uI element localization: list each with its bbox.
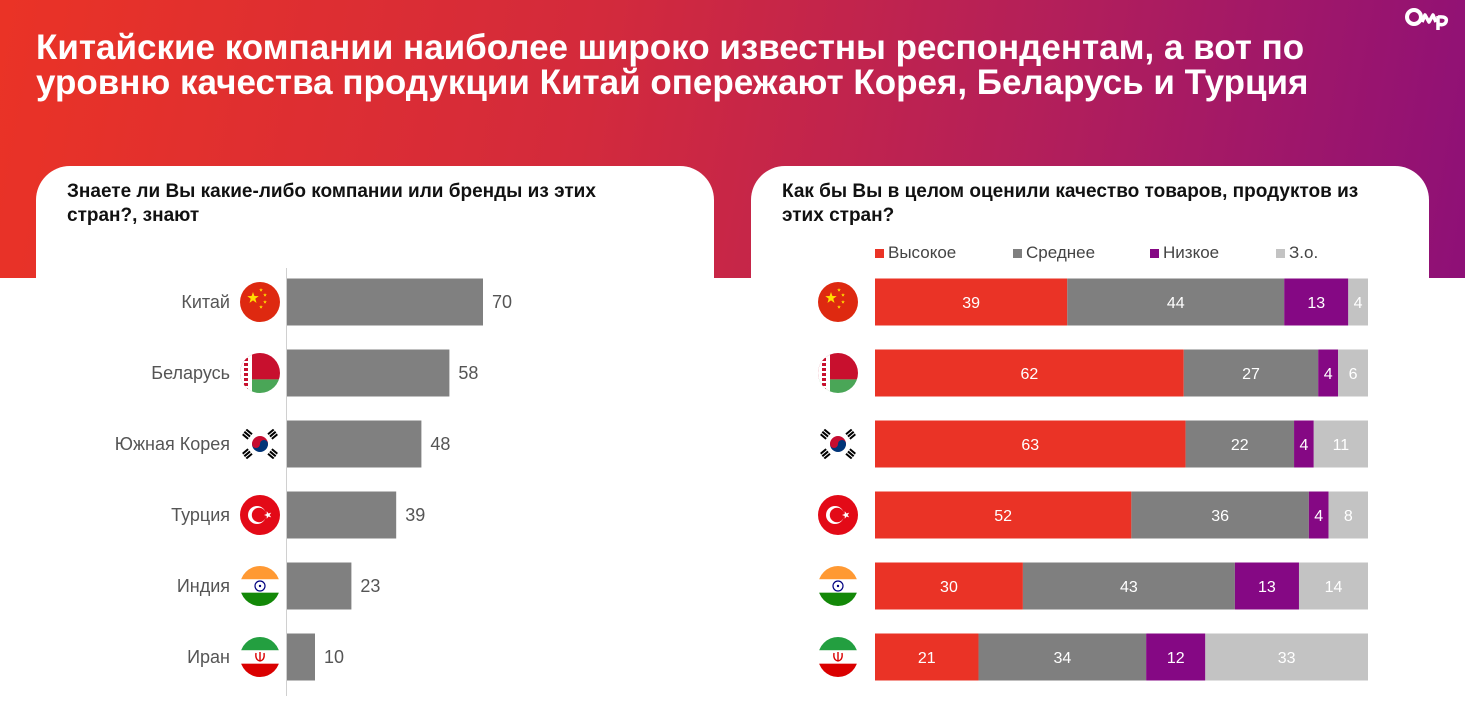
data-label: 36 [1211, 508, 1229, 525]
bar-segment-high [875, 562, 1023, 610]
category-label: Китай [181, 292, 230, 312]
iran-flag-icon [818, 637, 858, 677]
data-label: 63 [1021, 437, 1039, 454]
data-label: 30 [940, 579, 958, 596]
data-label: 52 [994, 508, 1012, 525]
bar-segment-dk [1313, 420, 1368, 468]
bar-segment-medium [1183, 349, 1319, 397]
bar-segment-low [1146, 633, 1206, 681]
legend-item-dk: З.о. [1276, 243, 1318, 263]
data-label: 14 [1325, 579, 1343, 596]
bar-segment-dk [1298, 562, 1368, 610]
awareness-panel: Знаете ли Вы какие-либо компании или бре… [36, 166, 714, 726]
legend-swatch-low [1150, 248, 1159, 258]
bar-segment-low [1284, 278, 1349, 326]
data-label: 34 [1053, 650, 1071, 667]
legend-label-low: Низкое [1163, 243, 1220, 262]
india-flag-icon [818, 566, 858, 606]
awareness-bar-chart: Китай 70 Беларусь 58 Южная Корея 48 Турция 39 Ин… [115, 268, 512, 696]
bar-segment-high [875, 420, 1186, 468]
belarus-flag-icon [240, 353, 280, 393]
category-label: Турция [171, 505, 230, 525]
bar-segment-medium [1067, 278, 1285, 326]
awareness-chart-title: Знаете ли Вы какие-либо компании или бре… [67, 181, 596, 226]
legend-swatch-high [875, 248, 884, 258]
south-korea-flag-icon [818, 424, 858, 464]
bar-segment-dk [1205, 633, 1368, 681]
data-label: 27 [1242, 366, 1260, 383]
bar-segment-medium [1022, 562, 1235, 610]
bar-segment-dk [1328, 491, 1368, 539]
data-label: 11 [1333, 437, 1350, 454]
legend-item-medium: Среднее [1013, 243, 1095, 263]
bar [287, 633, 315, 681]
china-flag-icon [240, 282, 280, 322]
bar [287, 278, 483, 326]
data-label: 33 [1278, 650, 1296, 667]
data-label: 4 [1299, 437, 1308, 454]
category-label: Индия [177, 576, 230, 596]
bar-segment-medium [1131, 491, 1309, 539]
quality-panel: Как бы Вы в целом оценили качество товар… [751, 166, 1429, 726]
turkey-flag-icon [818, 495, 858, 535]
data-label: 48 [430, 434, 450, 454]
bar [287, 420, 422, 468]
bar-segment-high [875, 278, 1068, 326]
quality-chart-title: Как бы Вы в целом оценили качество товар… [782, 181, 1359, 226]
data-label: 70 [492, 292, 512, 312]
bar-segment-low [1294, 420, 1314, 468]
legend-swatch-medium [1013, 248, 1022, 258]
bar [287, 491, 397, 539]
iran-flag-icon [240, 637, 280, 677]
china-flag-icon [818, 282, 858, 322]
data-label: 4 [1354, 295, 1363, 312]
bar-segment-high [875, 491, 1132, 539]
bar-segment-low [1318, 349, 1339, 397]
bar-segment-dk [1348, 278, 1368, 326]
data-label: 4 [1314, 508, 1323, 525]
data-label: 8 [1344, 508, 1353, 525]
data-label: 39 [405, 505, 425, 525]
south-korea-flag-icon [240, 424, 280, 464]
data-label: 58 [458, 363, 478, 383]
category-label: Беларусь [151, 363, 230, 383]
legend-swatch-dk [1276, 248, 1285, 258]
data-label: 39 [962, 295, 980, 312]
bar-segment-high [875, 633, 979, 681]
page-title: Китайские компании наиболее широко извес… [36, 28, 1309, 102]
category-label: Иран [187, 647, 230, 667]
legend-item-low: Низкое [1150, 243, 1219, 263]
bar-segment-dk [1338, 349, 1368, 397]
data-label: 13 [1307, 295, 1325, 312]
data-label: 44 [1167, 295, 1185, 312]
bar-segment-medium [978, 633, 1147, 681]
data-label: 22 [1231, 437, 1249, 454]
bar [287, 349, 450, 397]
bar-segment-low [1308, 491, 1329, 539]
omd-logo-icon [1405, 8, 1449, 30]
legend-label-dk: З.о. [1289, 243, 1319, 262]
bar [287, 562, 352, 610]
chart-legend: Высокое Среднее Низкое З.о. [751, 243, 1429, 265]
data-label: 43 [1120, 579, 1138, 596]
legend-label-high: Высокое [888, 243, 957, 262]
data-label: 23 [360, 576, 380, 596]
category-label: Южная Корея [115, 434, 230, 454]
data-label: 4 [1324, 366, 1333, 383]
data-label: 21 [918, 650, 936, 667]
bar-segment-low [1234, 562, 1299, 610]
bar-segment-high [875, 349, 1184, 397]
bar-segment-medium [1185, 420, 1295, 468]
legend-item-high: Высокое [875, 243, 956, 263]
legend-label-medium: Среднее [1026, 243, 1096, 262]
data-label: 12 [1167, 650, 1185, 667]
data-label: 13 [1258, 579, 1276, 596]
data-label: 6 [1349, 366, 1358, 383]
data-label: 10 [324, 647, 344, 667]
data-label: 62 [1020, 366, 1038, 383]
belarus-flag-icon [818, 353, 858, 393]
turkey-flag-icon [240, 495, 280, 535]
india-flag-icon [240, 566, 280, 606]
